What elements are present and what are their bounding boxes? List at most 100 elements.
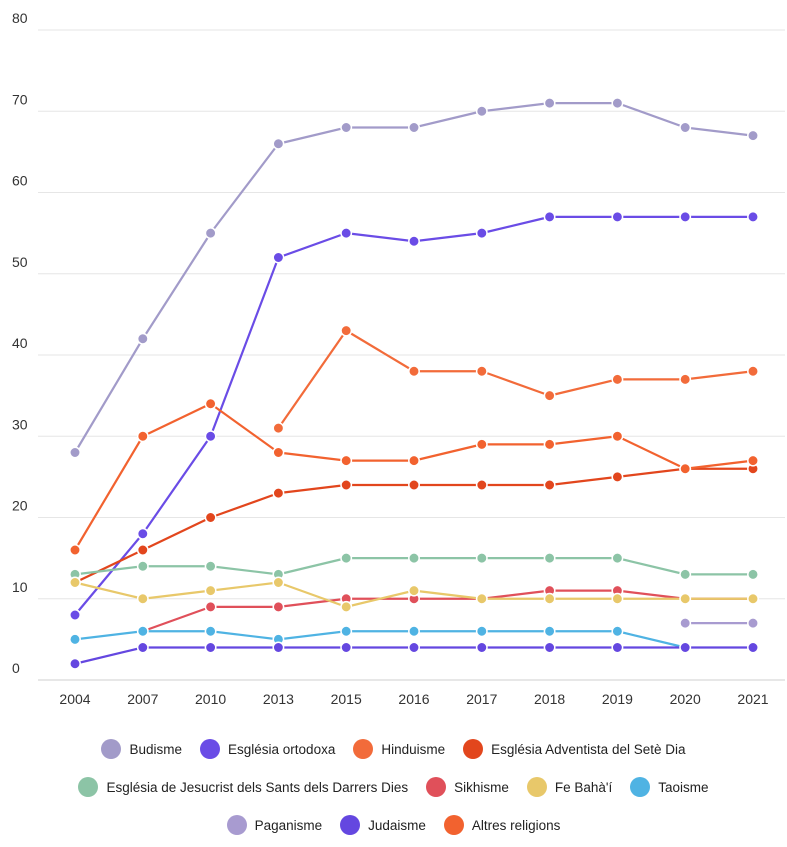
data-point[interactable] [204, 511, 217, 524]
legend-item[interactable]: Fe Bahà'í [526, 777, 612, 797]
data-point[interactable] [611, 552, 624, 565]
data-point[interactable] [272, 600, 285, 613]
data-point[interactable] [272, 137, 285, 150]
data-point[interactable] [747, 454, 759, 467]
data-point[interactable] [340, 625, 353, 638]
data-point[interactable] [747, 641, 759, 654]
data-point[interactable] [408, 121, 420, 134]
data-point[interactable] [69, 609, 81, 621]
data-point[interactable] [136, 527, 149, 540]
data-point[interactable] [475, 365, 488, 378]
data-point[interactable] [204, 397, 217, 410]
legend-item[interactable]: Església ortodoxa [200, 739, 335, 759]
data-point[interactable] [204, 560, 217, 573]
data-point[interactable] [408, 479, 420, 491]
data-point[interactable] [475, 479, 488, 491]
data-point[interactable] [204, 641, 217, 654]
data-point[interactable] [611, 641, 624, 654]
data-point[interactable] [408, 552, 420, 565]
data-point[interactable] [543, 625, 556, 638]
data-point[interactable] [747, 617, 759, 630]
data-point[interactable] [408, 625, 420, 638]
legend-item[interactable]: Sikhisme [426, 777, 509, 797]
data-point[interactable] [136, 625, 149, 638]
data-point[interactable] [340, 121, 353, 134]
data-point[interactable] [272, 641, 285, 654]
data-point[interactable] [340, 600, 353, 613]
data-point[interactable] [679, 121, 692, 134]
data-point[interactable] [136, 544, 149, 556]
legend-item[interactable]: Taoisme [630, 777, 709, 797]
data-point[interactable] [543, 641, 556, 654]
data-point[interactable] [204, 227, 217, 240]
data-point[interactable] [408, 365, 420, 378]
data-point[interactable] [543, 389, 556, 402]
data-point[interactable] [747, 365, 759, 378]
legend-item[interactable]: Budisme [101, 739, 182, 759]
data-point[interactable] [408, 584, 420, 597]
data-point[interactable] [408, 454, 420, 467]
data-point[interactable] [747, 592, 759, 605]
data-point[interactable] [475, 105, 488, 118]
data-point[interactable] [272, 487, 285, 500]
data-point[interactable] [611, 625, 624, 638]
data-point[interactable] [543, 210, 556, 223]
data-point[interactable] [408, 235, 420, 248]
data-point[interactable] [136, 430, 149, 443]
legend-item[interactable]: Paganisme [226, 815, 322, 835]
data-point[interactable] [611, 470, 624, 483]
data-point[interactable] [747, 129, 759, 142]
data-point[interactable] [543, 592, 556, 605]
data-point[interactable] [543, 552, 556, 565]
data-point[interactable] [136, 641, 149, 654]
data-point[interactable] [679, 462, 692, 475]
data-point[interactable] [136, 332, 149, 345]
data-point[interactable] [679, 592, 692, 605]
data-point[interactable] [475, 438, 488, 451]
data-point[interactable] [69, 446, 81, 459]
data-point[interactable] [408, 641, 420, 654]
data-point[interactable] [340, 641, 353, 654]
data-point[interactable] [272, 251, 285, 264]
data-point[interactable] [69, 576, 81, 589]
data-point[interactable] [543, 479, 556, 491]
data-point[interactable] [475, 641, 488, 654]
data-point[interactable] [340, 454, 353, 467]
data-point[interactable] [475, 592, 488, 605]
data-point[interactable] [340, 479, 353, 491]
data-point[interactable] [69, 544, 81, 556]
data-point[interactable] [679, 641, 692, 654]
legend-item[interactable]: Església de Jesucrist dels Sants dels Da… [78, 777, 408, 797]
data-point[interactable] [475, 625, 488, 638]
data-point[interactable] [204, 625, 217, 638]
legend-item[interactable]: Judaisme [340, 815, 426, 835]
data-point[interactable] [611, 373, 624, 386]
data-point[interactable] [543, 438, 556, 451]
data-point[interactable] [69, 657, 81, 670]
data-point[interactable] [475, 227, 488, 240]
legend-item[interactable]: Altres religions [443, 815, 560, 835]
data-point[interactable] [272, 422, 285, 435]
legend-item[interactable]: Hinduisme [353, 739, 445, 759]
data-point[interactable] [204, 584, 217, 597]
data-point[interactable] [475, 552, 488, 565]
data-point[interactable] [136, 560, 149, 573]
data-point[interactable] [747, 210, 759, 223]
data-point[interactable] [204, 430, 217, 443]
data-point[interactable] [611, 592, 624, 605]
data-point[interactable] [611, 97, 624, 110]
data-point[interactable] [272, 446, 285, 459]
data-point[interactable] [543, 97, 556, 110]
data-point[interactable] [611, 210, 624, 223]
data-point[interactable] [340, 552, 353, 565]
data-point[interactable] [340, 227, 353, 240]
data-point[interactable] [679, 568, 692, 581]
data-point[interactable] [272, 576, 285, 589]
data-point[interactable] [679, 373, 692, 386]
data-point[interactable] [136, 592, 149, 605]
data-point[interactable] [747, 568, 759, 581]
legend-item[interactable]: Església Adventista del Setè Dia [463, 739, 686, 759]
data-point[interactable] [69, 633, 81, 646]
data-point[interactable] [679, 210, 692, 223]
data-point[interactable] [611, 430, 624, 443]
